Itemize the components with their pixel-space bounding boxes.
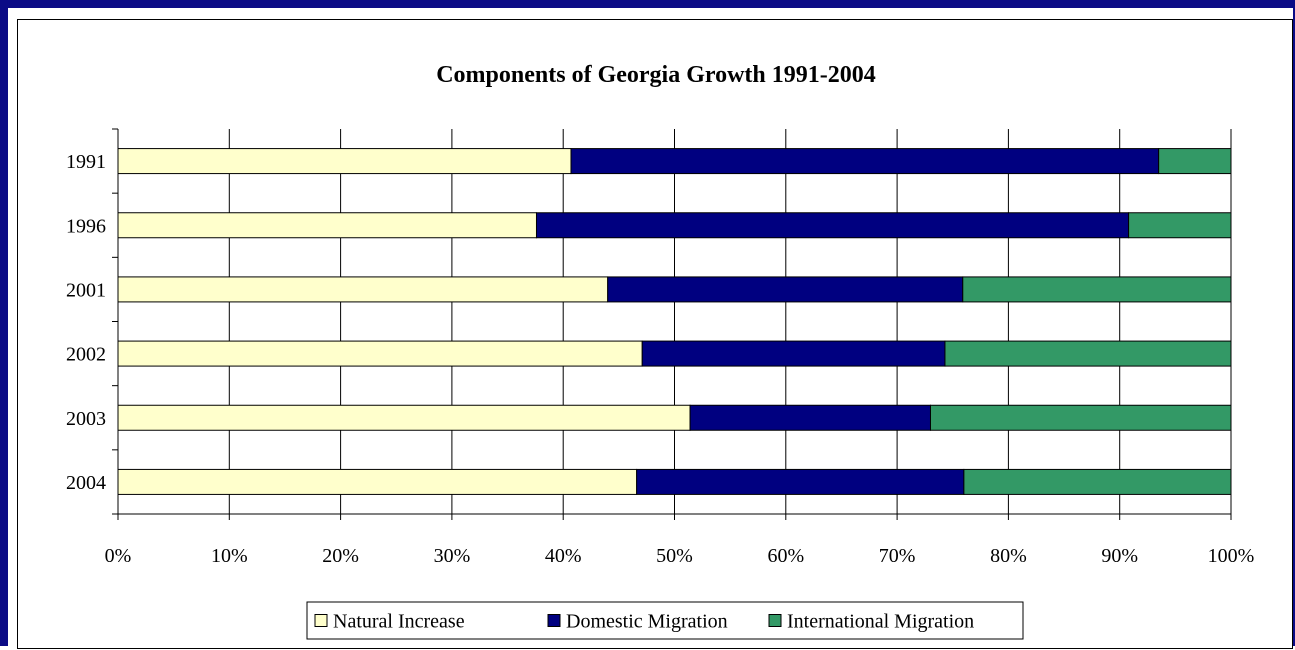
bar-segment: [117, 148, 572, 175]
x-tick-labels: 0% 10% 20% 30% 40% 50% 60% 70% 80% 90% 100%: [105, 545, 1255, 567]
x-tick-label: 20%: [322, 545, 359, 567]
legend-swatch: [768, 614, 782, 627]
gridlines: [117, 129, 1232, 514]
x-tick-label: 50%: [656, 545, 693, 567]
bar-segment: [636, 468, 965, 495]
x-tick-label: 0%: [105, 545, 132, 567]
bar-segment: [570, 148, 1160, 175]
bar-segment: [117, 404, 691, 431]
bar-segment: [929, 404, 1232, 431]
x-tick-label: 30%: [434, 545, 471, 567]
y-tick-label: 2002: [66, 344, 106, 366]
bar-segment: [117, 276, 609, 303]
chart-area: Components of Georgia Growth 1991-2004 1…: [17, 19, 1293, 649]
x-tick-label: 100%: [1208, 545, 1255, 567]
y-tick-label: 1991: [66, 151, 106, 173]
chart-title: Components of Georgia Growth 1991-2004: [436, 62, 876, 88]
legend-swatch: [547, 614, 561, 627]
y-tick-labels: 1991 1996 2001 2002 2003 2004: [66, 151, 106, 494]
bar-segment: [117, 468, 638, 495]
bar-segment: [117, 212, 537, 239]
bar-segment: [944, 340, 1232, 367]
x-tick-label: 40%: [545, 545, 582, 567]
bars: [117, 148, 1232, 495]
legend-swatch: [314, 614, 328, 627]
bar-segment: [641, 340, 946, 367]
x-tick-label: 10%: [211, 545, 248, 567]
bar-segment: [689, 404, 931, 431]
x-tick-label: 80%: [990, 545, 1027, 567]
bar-segment: [962, 276, 1232, 303]
legend-label: Natural Increase: [333, 611, 465, 633]
legend: Natural Increase Domestic Migration Intern…: [306, 601, 1024, 640]
x-tick-label: 70%: [879, 545, 916, 567]
axes: [112, 128, 1232, 520]
bar-segment: [1158, 148, 1232, 175]
x-tick-label: 60%: [767, 545, 804, 567]
y-tick-label: 2003: [66, 408, 106, 430]
stacked-bar-chart: Components of Georgia Growth 1991-2004 1…: [66, 62, 1255, 640]
legend-label: International Migration: [787, 611, 974, 633]
y-tick-label: 2001: [66, 279, 106, 301]
bar-segment: [117, 340, 643, 367]
bar-segment: [607, 276, 964, 303]
bar-segment: [1128, 212, 1232, 239]
bar-segment: [535, 212, 1130, 239]
y-tick-label: 1996: [66, 215, 106, 237]
legend-label: Domestic Migration: [566, 611, 728, 633]
x-tick-label: 90%: [1101, 545, 1138, 567]
y-tick-label: 2004: [66, 472, 106, 494]
legend-box: [306, 601, 1024, 640]
bar-segment: [963, 468, 1232, 495]
